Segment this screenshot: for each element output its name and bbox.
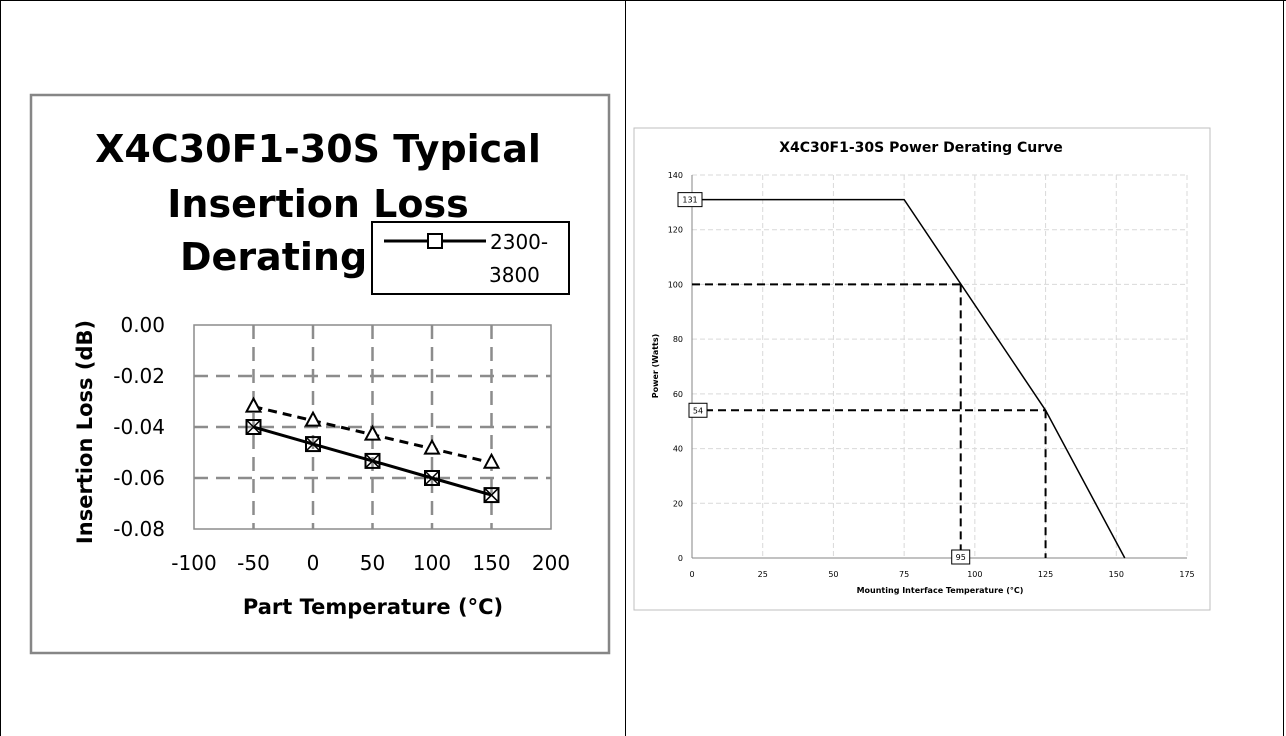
y-tick-label: -0.06 — [113, 466, 165, 490]
x-axis-label: Part Temperature (°C) — [243, 595, 503, 619]
x-tick-label: 0 — [307, 551, 320, 575]
x-tick-label: 200 — [532, 551, 570, 575]
legend-label-line-2: 3800 — [489, 263, 540, 287]
chart-title-line-2: Insertion Loss — [167, 182, 468, 226]
legend-label-line-1: 2300- — [490, 230, 548, 254]
chart-title-line-1: X4C30F1-30S Typical — [95, 127, 541, 171]
x-tick-label: 50 — [360, 551, 385, 575]
legend-square-marker — [428, 234, 442, 248]
y-axis-label: Insertion Loss (dB) — [73, 320, 97, 544]
y-tick-label: 0.00 — [120, 313, 165, 337]
x-tick-label: -50 — [237, 551, 270, 575]
y-tick-label: -0.08 — [113, 517, 165, 541]
y-tick-label: -0.04 — [113, 415, 165, 439]
x-tick-label: -100 — [171, 551, 216, 575]
x-tick-label: 100 — [413, 551, 451, 575]
x-tick-label: 150 — [472, 551, 510, 575]
y-tick-label: -0.02 — [113, 364, 165, 388]
